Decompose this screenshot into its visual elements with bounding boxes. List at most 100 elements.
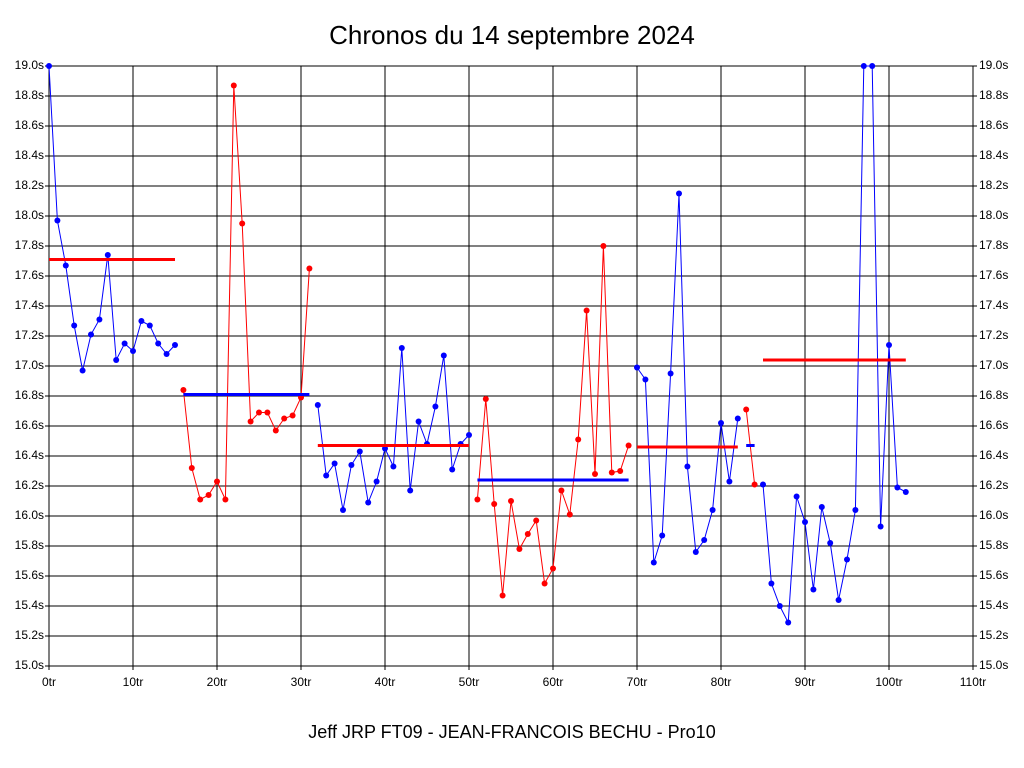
data-point	[62, 262, 69, 269]
x-tick-label: 20tr	[207, 675, 228, 689]
data-point	[138, 318, 145, 324]
y2-tick-label: 17.2s	[979, 328, 1008, 342]
x-tick-label: 30tr	[291, 675, 312, 689]
y-tick-label: 16.0s	[15, 508, 44, 522]
data-point	[743, 406, 750, 413]
y-tick-label: 15.8s	[15, 538, 44, 552]
data-point	[121, 340, 128, 347]
data-point	[306, 265, 313, 272]
data-point	[550, 565, 556, 572]
data-point	[482, 396, 489, 402]
data-point	[71, 322, 78, 329]
data-point	[79, 367, 86, 374]
y2-tick-label: 16.2s	[979, 478, 1008, 492]
data-point	[247, 418, 254, 425]
y-tick-label: 17.6s	[15, 268, 44, 282]
data-point	[331, 460, 338, 467]
y-tick-label: 15.6s	[15, 568, 44, 582]
data-point	[314, 402, 321, 408]
y-tick-label: 18.2s	[15, 178, 44, 192]
y2-tick-label: 18.4s	[979, 148, 1008, 162]
data-point	[46, 63, 52, 69]
data-point	[718, 420, 724, 426]
x-tick-label: 80tr	[711, 675, 732, 689]
data-point	[398, 345, 405, 351]
data-point	[113, 357, 120, 363]
data-point	[726, 478, 733, 485]
y2-tick-label: 16.8s	[979, 388, 1008, 402]
data-point	[592, 471, 598, 477]
data-point	[474, 496, 481, 503]
data-point	[516, 546, 523, 552]
y2-tick-label: 16.0s	[979, 508, 1008, 522]
y-tick-label: 16.6s	[15, 418, 44, 432]
data-point	[785, 619, 792, 626]
data-point	[625, 442, 632, 449]
data-point	[340, 507, 346, 513]
data-point	[734, 415, 741, 422]
data-point	[390, 463, 397, 470]
data-point	[827, 540, 834, 546]
data-point	[415, 418, 422, 425]
data-point	[751, 481, 758, 488]
data-point	[818, 504, 825, 510]
y2-tick-label: 16.6s	[979, 418, 1008, 432]
data-point	[499, 592, 506, 599]
data-point	[230, 82, 237, 89]
data-point	[449, 466, 456, 473]
data-point	[163, 351, 170, 357]
y-tick-label: 15.2s	[15, 628, 44, 642]
data-point	[146, 322, 153, 329]
data-point	[802, 519, 808, 525]
data-point	[810, 586, 817, 593]
x-axis-label: Jeff JRP FT09 - JEAN-FRANCOIS BECHU - Pr…	[308, 722, 715, 742]
series-line	[182, 85, 310, 501]
x-tick-label: 100tr	[875, 675, 902, 689]
series-line	[48, 65, 176, 371]
data-point	[650, 559, 657, 566]
y-tick-label: 19.0s	[15, 58, 44, 72]
data-point	[356, 448, 363, 455]
data-point	[155, 340, 162, 347]
data-point	[575, 436, 582, 443]
data-point	[583, 307, 590, 314]
data-point	[634, 364, 640, 371]
data-point	[432, 403, 439, 410]
y-tick-label: 17.8s	[15, 238, 44, 252]
data-point	[264, 409, 271, 416]
data-point	[197, 496, 204, 503]
data-point	[776, 603, 783, 609]
data-point	[659, 532, 666, 539]
data-point	[701, 537, 708, 543]
y-tick-label: 17.4s	[15, 298, 44, 312]
data-point	[239, 220, 246, 227]
x-tick-label: 60tr	[543, 675, 564, 689]
y2-tick-label: 18.6s	[979, 118, 1008, 132]
data-point	[407, 487, 414, 494]
data-point	[566, 511, 573, 518]
data-point	[709, 507, 716, 513]
y-tick-label: 18.0s	[15, 208, 44, 222]
y-tick-label: 17.0s	[15, 358, 44, 372]
x-tick-label: 40tr	[375, 675, 396, 689]
y2-tick-label: 17.4s	[979, 298, 1008, 312]
data-point	[768, 580, 775, 587]
data-point	[205, 492, 212, 498]
y2-tick-label: 15.8s	[979, 538, 1008, 552]
data-point	[256, 409, 262, 416]
y2-tick-label: 15.0s	[979, 658, 1008, 672]
data-point	[466, 432, 472, 438]
data-point	[844, 556, 850, 563]
data-point	[365, 499, 372, 506]
data-point	[541, 580, 548, 587]
data-point	[281, 415, 288, 422]
y2-tick-label: 17.0s	[979, 358, 1008, 372]
data-point	[676, 190, 682, 197]
data-point	[760, 481, 766, 488]
data-point	[272, 427, 279, 434]
data-point	[88, 331, 94, 338]
y-tick-label: 15.0s	[15, 658, 44, 672]
x-tick-label: 10tr	[123, 675, 144, 689]
data-point	[902, 489, 909, 495]
